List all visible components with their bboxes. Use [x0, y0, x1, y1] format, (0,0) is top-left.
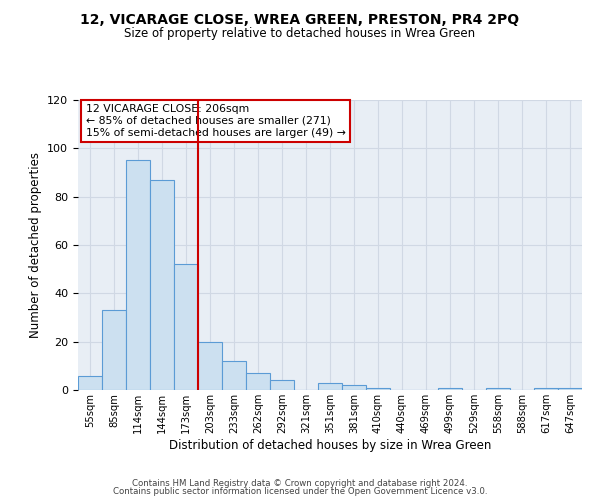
Text: Size of property relative to detached houses in Wrea Green: Size of property relative to detached ho…: [124, 28, 476, 40]
Bar: [438, 388, 462, 390]
Bar: [318, 383, 342, 390]
Text: 12, VICARAGE CLOSE, WREA GREEN, PRESTON, PR4 2PQ: 12, VICARAGE CLOSE, WREA GREEN, PRESTON,…: [80, 12, 520, 26]
X-axis label: Distribution of detached houses by size in Wrea Green: Distribution of detached houses by size …: [169, 438, 491, 452]
Bar: [558, 388, 582, 390]
Bar: [486, 388, 510, 390]
Text: Contains public sector information licensed under the Open Government Licence v3: Contains public sector information licen…: [113, 487, 487, 496]
Bar: [246, 373, 270, 390]
Y-axis label: Number of detached properties: Number of detached properties: [29, 152, 41, 338]
Bar: [342, 385, 366, 390]
Bar: [222, 361, 246, 390]
Text: 12 VICARAGE CLOSE: 206sqm
← 85% of detached houses are smaller (271)
15% of semi: 12 VICARAGE CLOSE: 206sqm ← 85% of detac…: [86, 104, 346, 138]
Bar: [270, 380, 294, 390]
Text: Contains HM Land Registry data © Crown copyright and database right 2024.: Contains HM Land Registry data © Crown c…: [132, 478, 468, 488]
Bar: [174, 264, 198, 390]
Bar: [366, 388, 390, 390]
Bar: [150, 180, 174, 390]
Bar: [126, 160, 150, 390]
Bar: [198, 342, 222, 390]
Bar: [78, 376, 102, 390]
Bar: [102, 310, 126, 390]
Bar: [534, 388, 558, 390]
